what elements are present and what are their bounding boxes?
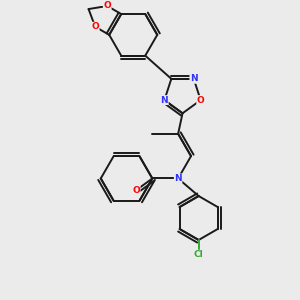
Text: N: N [174, 174, 182, 183]
Text: N: N [160, 96, 168, 105]
Text: Cl: Cl [194, 250, 203, 259]
Text: O: O [132, 186, 140, 195]
Text: O: O [103, 2, 111, 10]
Text: O: O [92, 22, 99, 31]
Text: N: N [190, 74, 197, 83]
Text: O: O [197, 96, 205, 105]
